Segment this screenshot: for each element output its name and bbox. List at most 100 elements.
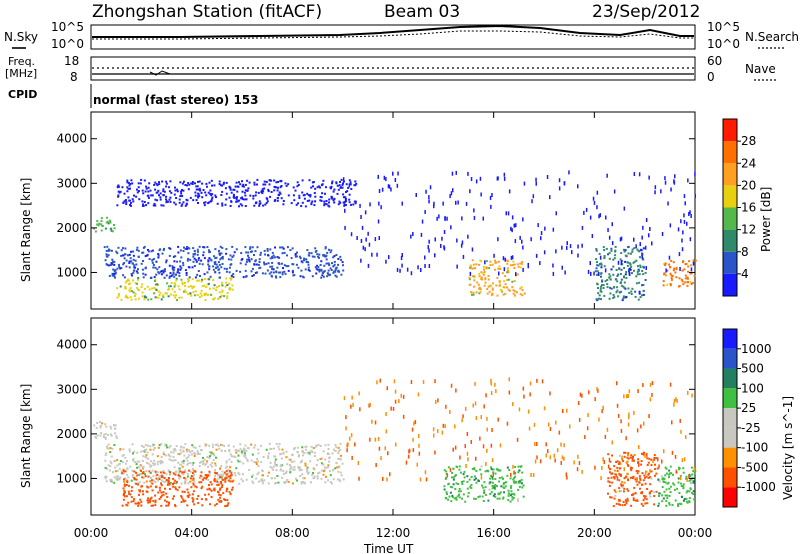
power-echo-cell: [219, 184, 222, 187]
power-echo-cell: [267, 262, 270, 265]
power-scatter-cell: [617, 260, 620, 265]
velocity-echo-cell: [223, 498, 226, 501]
power-echo-cell: [282, 203, 285, 206]
velocity-echo-cell: [257, 452, 260, 455]
velocity-echo-cell: [272, 468, 275, 471]
velocity-echo-cell: [206, 488, 209, 491]
velocity-echo-cell: [615, 461, 618, 463]
velocity-echo-cell: [648, 493, 651, 496]
power-echo-cell: [305, 258, 308, 261]
power-echo-cell: [208, 249, 210, 252]
velocity-echo-cell: [129, 465, 132, 468]
velocity-echo-cell: [611, 454, 614, 457]
power-scatter-cell: [450, 191, 453, 196]
power-echo-cell: [137, 288, 139, 291]
power-echo-cell: [340, 273, 343, 276]
power-echo-cell: [307, 266, 310, 269]
power-scatter-cell: [540, 231, 543, 236]
velocity-echo-cell: [187, 462, 190, 465]
power-echo-cell: [210, 198, 213, 201]
power-echo-cell: [296, 185, 299, 188]
power-echo-cell: [107, 222, 110, 225]
power-scatter-cell: [514, 239, 517, 244]
velocity-echo-cell: [213, 454, 216, 457]
power-echo-cell: [665, 274, 667, 277]
velocity-scatter-cell: [636, 477, 638, 482]
velocity-echo-cell: [215, 456, 217, 459]
power-echo-cell: [331, 262, 333, 265]
power-echo-cell: [215, 289, 218, 292]
power-echo-cell: [120, 249, 123, 252]
velocity-echo-cell: [285, 480, 288, 483]
power-echo-cell: [170, 282, 173, 284]
velocity-echo-cell: [655, 457, 658, 460]
velocity-echo-cell: [124, 462, 127, 465]
velocity-echo-cell: [178, 467, 181, 470]
power-echo-cell: [500, 289, 503, 292]
power-echo-cell: [137, 268, 139, 271]
power-echo-cell: [144, 273, 147, 276]
velocity-echo-cell: [655, 490, 658, 493]
velocity-echo-cell: [191, 444, 194, 447]
velocity-echo-cell: [240, 450, 243, 453]
velocity-echo-cell: [138, 489, 141, 492]
power-echo-cell: [124, 287, 127, 290]
velocity-echo-cell: [274, 455, 277, 458]
power-echo-cell: [122, 201, 125, 204]
velocity-echo-cell: [142, 490, 144, 493]
power-echo-cell: [240, 259, 243, 262]
power-echo-cell: [483, 284, 486, 287]
power-echo-cell: [93, 227, 96, 230]
velocity-echo-cell: [497, 469, 500, 472]
velocity-echo-cell: [113, 444, 116, 446]
velocity-echo-cell: [220, 476, 223, 479]
power-echo-cell: [123, 192, 126, 195]
velocity-echo-cell: [445, 491, 448, 494]
xtick-label: 04:00: [174, 526, 209, 540]
velocity-echo-cell: [223, 471, 226, 474]
velocity-echo-cell: [165, 473, 168, 476]
power-scatter-cell: [683, 219, 686, 224]
velocity-scatter-cell: [449, 467, 452, 472]
velocity-scatter-cell: [412, 437, 414, 442]
power-echo-cell: [221, 289, 224, 292]
power-echo-cell: [299, 257, 302, 260]
power-echo-cell: [236, 190, 239, 193]
power-echo-cell: [614, 250, 617, 253]
velocity-echo-cell: [144, 473, 147, 476]
power-echo-cell: [307, 261, 310, 264]
velocity-echo-cell: [135, 482, 138, 485]
power-echo-cell: [143, 296, 146, 299]
velocity-echo-cell: [613, 497, 616, 500]
power-echo-cell: [154, 296, 157, 299]
velocity-echo-cell: [339, 480, 342, 483]
velocity-echo-cell: [237, 460, 240, 463]
velocity-echo-cell: [135, 478, 138, 481]
velocity-echo-cell: [323, 469, 326, 472]
power-echo-cell: [231, 288, 234, 291]
power-echo-cell: [137, 297, 140, 300]
power-echo-cell: [330, 269, 333, 271]
power-scatter-cell: [420, 232, 423, 237]
power-echo-cell: [148, 182, 151, 185]
velocity-echo-cell: [668, 469, 671, 472]
power-echo-cell: [188, 247, 191, 250]
power-echo-cell: [183, 282, 186, 284]
power-echo-cell: [252, 195, 255, 197]
velocity-scatter-cell: [512, 464, 514, 469]
velocity-echo-cell: [151, 453, 154, 456]
velocity-scatter-cell: [594, 465, 596, 470]
power-echo-cell: [205, 194, 208, 197]
velocity-echo-cell: [203, 458, 206, 461]
power-echo-cell: [478, 263, 481, 266]
power-echo-cell: [116, 252, 119, 255]
power-echo-cell: [246, 189, 249, 192]
power-echo-cell: [178, 201, 181, 204]
power-echo-cell: [203, 293, 206, 295]
power-echo-cell: [200, 280, 203, 283]
velocity-echo-cell: [210, 483, 213, 486]
velocity-echo-cell: [447, 466, 450, 469]
velocity-echo-cell: [635, 480, 638, 483]
power-echo-cell: [268, 272, 271, 275]
velocity-echo-cell: [255, 461, 258, 464]
